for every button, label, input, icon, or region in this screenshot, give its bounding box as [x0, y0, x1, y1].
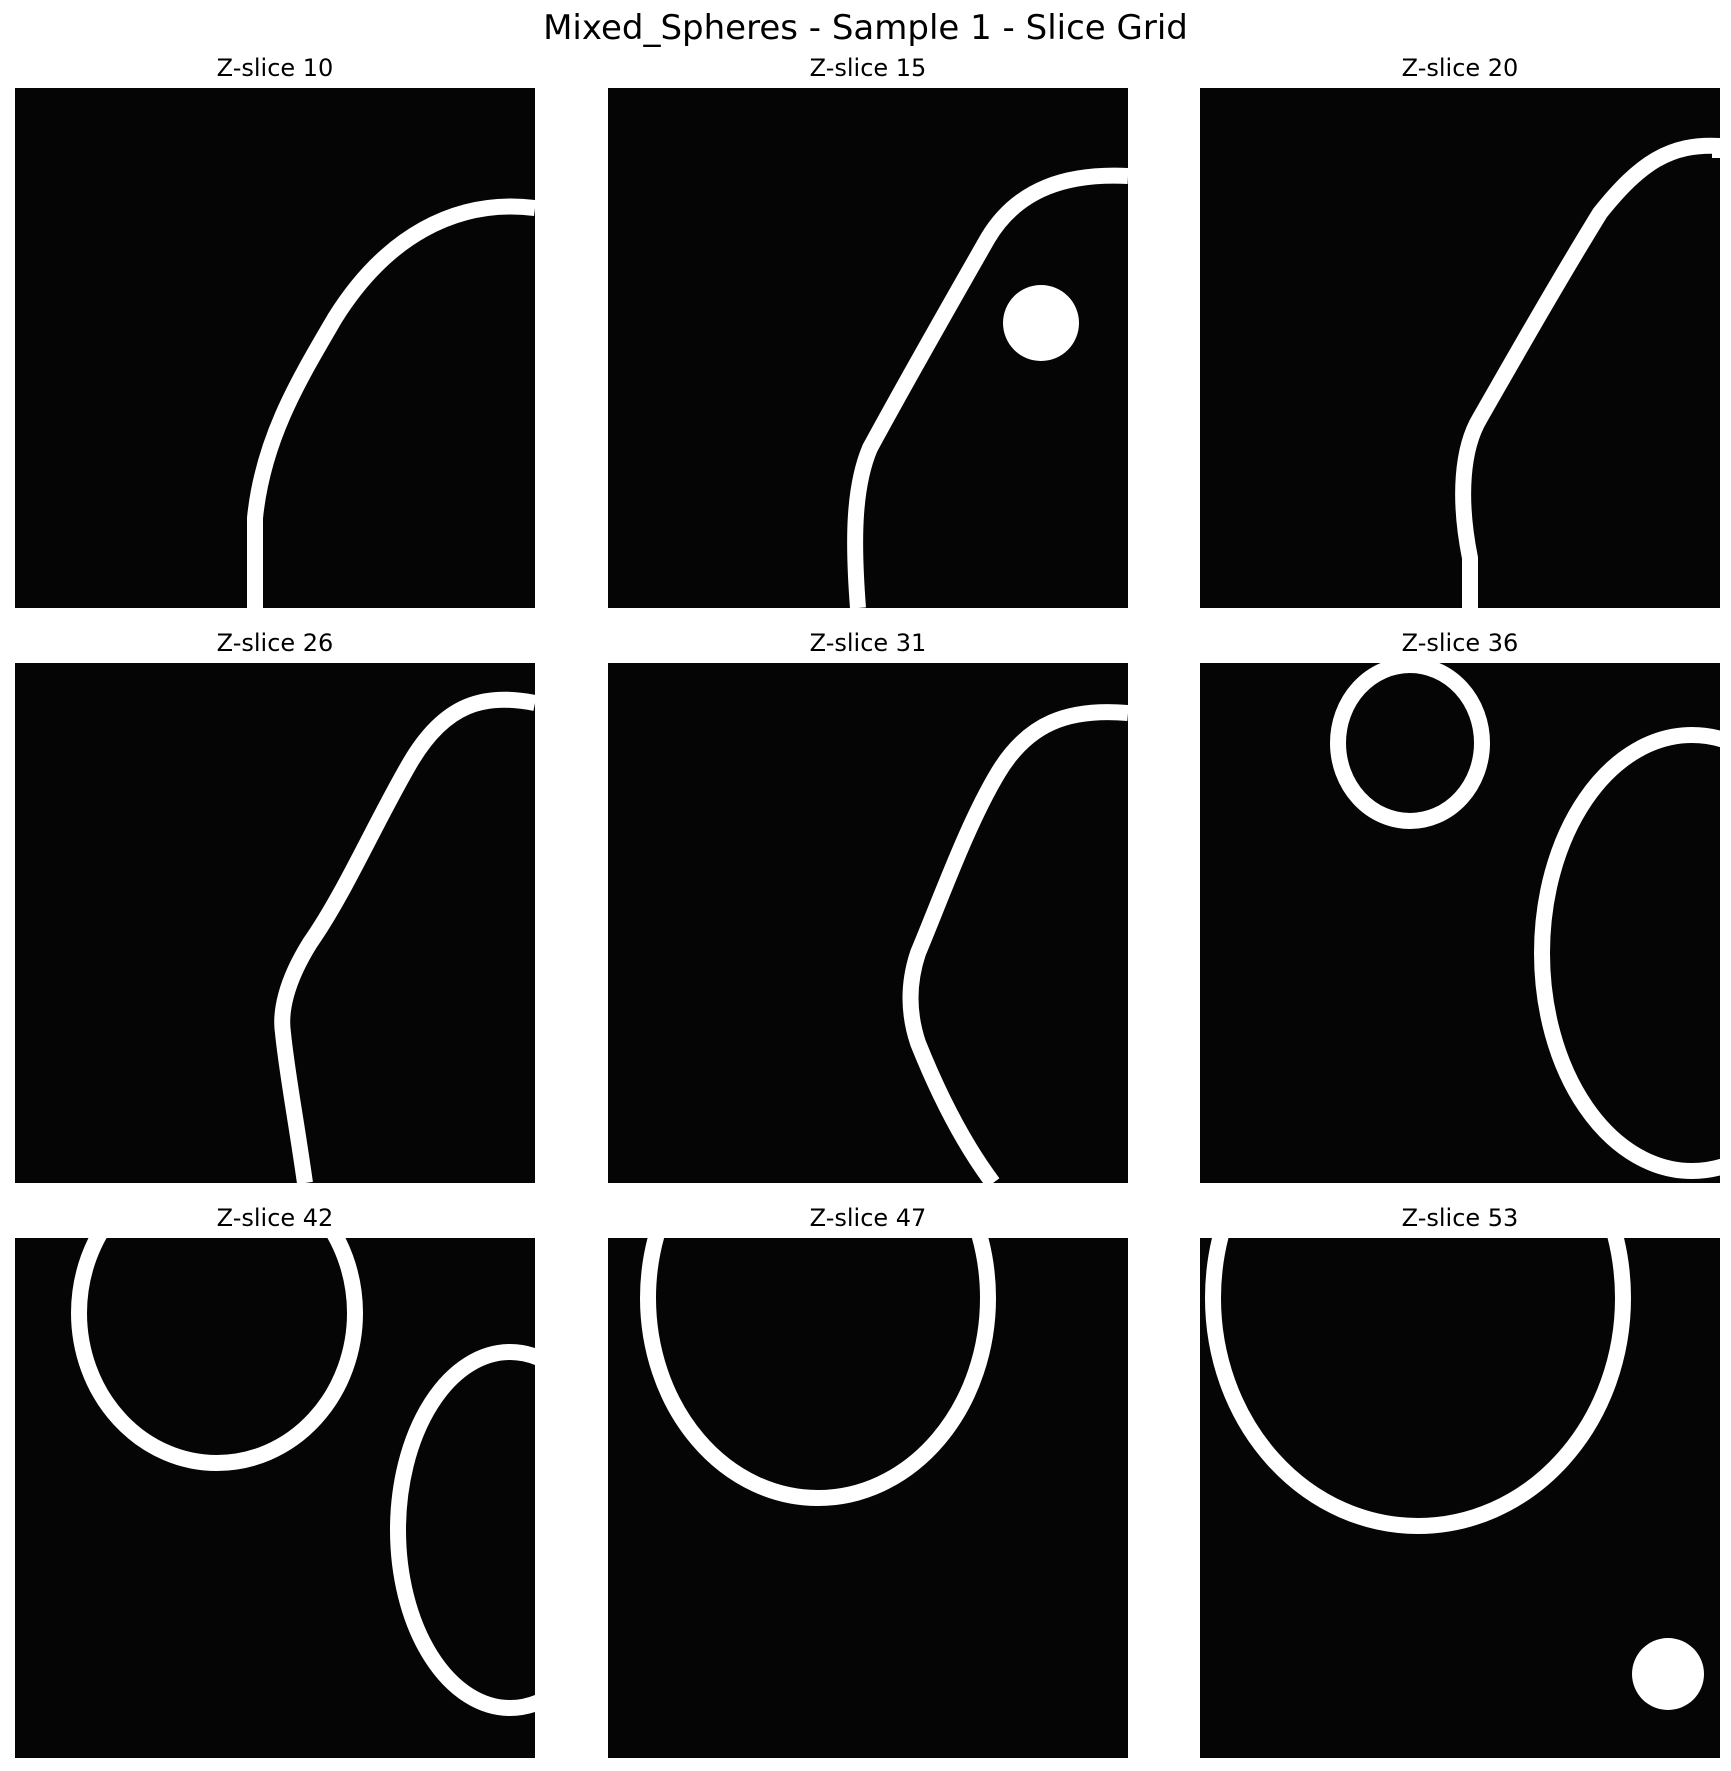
sphere-blob	[1632, 1638, 1704, 1710]
large-sphere-ring	[1534, 727, 1720, 1179]
slice-panel-2: Z-slice 15	[608, 52, 1128, 612]
panel-title: Z-slice 26	[216, 629, 334, 657]
slice-image	[15, 1238, 535, 1758]
slice-image	[608, 663, 1128, 1183]
panel-title: Z-slice 20	[1401, 54, 1519, 82]
slice-image	[15, 663, 535, 1183]
slice-panel-8: Z-slice 47	[608, 1202, 1128, 1762]
panel-title: Z-slice 36	[1401, 629, 1519, 657]
panel-title: Z-slice 47	[809, 1204, 927, 1232]
slice-image	[1200, 88, 1720, 608]
slice-image	[1200, 663, 1720, 1183]
sphere-blob	[1003, 285, 1079, 361]
slice-panel-1: Z-slice 10	[15, 52, 535, 612]
panel-title: Z-slice 10	[216, 54, 334, 82]
slice-panel-3: Z-slice 20	[1200, 52, 1720, 612]
small-sphere-ring	[1330, 663, 1490, 829]
sphere-outline	[1455, 137, 1720, 608]
sphere-outline	[847, 167, 1128, 608]
slice-background	[608, 663, 1128, 1183]
slice-panel-4: Z-slice 26	[15, 627, 535, 1187]
panel-title: Z-slice 42	[216, 1204, 334, 1232]
slice-background	[608, 1238, 1128, 1758]
sphere-outline	[247, 198, 535, 608]
slice-panel-5: Z-slice 31	[608, 627, 1128, 1187]
panel-title: Z-slice 31	[809, 629, 927, 657]
slice-panel-9: Z-slice 53	[1200, 1202, 1720, 1762]
panel-title: Z-slice 15	[809, 54, 927, 82]
sphere-ring	[640, 1238, 996, 1506]
slice-background	[15, 663, 535, 1183]
slice-background	[15, 88, 535, 608]
left-sphere-ring	[71, 1238, 363, 1471]
slice-image	[608, 88, 1128, 608]
slice-panel-7: Z-slice 42	[15, 1202, 535, 1762]
slice-image	[1200, 1238, 1720, 1758]
right-sphere-ring	[390, 1344, 535, 1716]
panel-title: Z-slice 53	[1401, 1204, 1519, 1232]
sphere-ring	[1205, 1238, 1631, 1534]
sphere-outline	[902, 704, 1128, 1183]
figure-title: Mixed_Spheres - Sample 1 - Slice Grid	[543, 8, 1188, 48]
slice-image	[608, 1238, 1128, 1758]
slice-panel-6: Z-slice 36	[1200, 627, 1720, 1187]
sphere-outline	[274, 691, 535, 1183]
slice-image	[15, 88, 535, 608]
